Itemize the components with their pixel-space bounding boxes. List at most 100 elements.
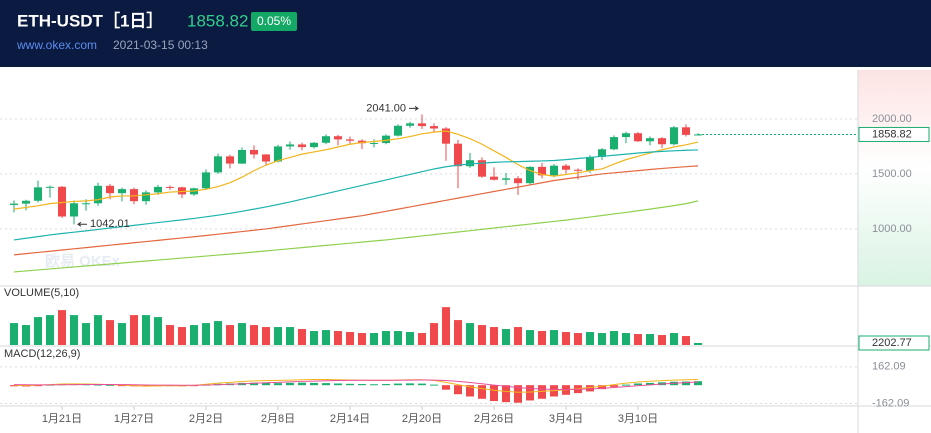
candle-body: [10, 203, 18, 205]
candle-body: [466, 160, 474, 167]
candle-body: [94, 185, 102, 204]
macd-bar: [298, 382, 306, 386]
y-tick-label: 162.09: [872, 361, 906, 373]
candle-body: [226, 156, 234, 164]
volume-bar: [634, 334, 642, 345]
volume-bar: [598, 333, 606, 345]
volume-bar: [346, 332, 354, 345]
x-tick-label: 2月8日: [261, 413, 295, 425]
macd-bar: [526, 385, 534, 401]
candle-body: [586, 156, 594, 171]
candle-body: [526, 166, 534, 184]
macd-line: [13, 379, 699, 393]
macd-bar: [310, 382, 318, 386]
candle-body: [490, 176, 498, 180]
x-tick-label: 2月14日: [330, 413, 370, 425]
candle-body: [310, 142, 318, 148]
macd-bar: [514, 385, 522, 403]
candle-body: [142, 192, 150, 202]
candle-body: [286, 144, 294, 147]
y-tick-label: 1500.00: [872, 168, 912, 180]
candle-body: [214, 156, 222, 173]
volume-bar: [682, 336, 690, 345]
volume-bar: [10, 323, 18, 345]
macd-bar: [610, 385, 618, 387]
volume-bar: [118, 323, 126, 345]
macd-bar: [502, 385, 510, 403]
panel-title: VOLUME(5,10): [4, 287, 79, 299]
candle-body: [406, 123, 414, 126]
volume-bar: [94, 315, 102, 345]
site[interactable]: www.okex.com: [16, 38, 97, 52]
candle-body: [322, 136, 330, 143]
macd-bar: [442, 385, 450, 390]
title: ETH-USDT［1日］: [17, 10, 163, 30]
volume-bar: [586, 332, 594, 345]
volume-bar: [166, 325, 174, 345]
candle-body: [514, 178, 522, 184]
candle-body: [250, 149, 258, 155]
candle-body: [82, 203, 90, 205]
candle-body: [298, 144, 306, 148]
candle-body: [454, 143, 462, 167]
volume-bar: [142, 315, 150, 345]
macd-bar: [682, 381, 690, 386]
candle-body: [478, 160, 486, 177]
price-axis-bg: [858, 70, 931, 286]
macd-bar: [394, 383, 402, 386]
candle-body: [370, 143, 378, 145]
volume-bar: [574, 333, 582, 345]
macd-bar: [622, 384, 630, 386]
macd-bar: [274, 383, 282, 386]
macd-bar: [382, 384, 390, 386]
candle-body: [538, 166, 546, 176]
panel-title: MACD(12,26,9): [4, 348, 80, 360]
change: 0.05%: [257, 14, 291, 28]
y-tick-label: -162.09: [872, 397, 909, 409]
volume-bar: [286, 327, 294, 345]
volume-bar: [562, 332, 570, 345]
header-bg: [0, 0, 931, 67]
volume-bar: [178, 327, 186, 345]
x-tick-label: 3月10日: [618, 413, 658, 425]
candle-body: [634, 133, 642, 142]
volume-bar: [202, 323, 210, 345]
volume-bar: [550, 330, 558, 345]
volume-bar: [190, 325, 198, 345]
volume-bar: [418, 333, 426, 345]
candle-body: [106, 185, 114, 194]
macd-bar: [586, 385, 594, 392]
ma-line: [13, 149, 699, 241]
volume-bar: [406, 332, 414, 345]
last-price: 1858.82: [872, 128, 912, 140]
candle-body: [442, 128, 450, 144]
volume-bar: [310, 331, 318, 345]
volume-bar: [334, 331, 342, 345]
volume-bar: [502, 329, 510, 345]
low-arrow: [77, 221, 87, 227]
candle-body: [682, 127, 690, 135]
candle-body: [46, 186, 54, 188]
candle-body: [154, 186, 162, 193]
x-tick-label: 1月27日: [114, 413, 154, 425]
candle-body: [574, 169, 582, 171]
volume-bar: [622, 333, 630, 345]
volume-bar: [490, 327, 498, 345]
macd-bar: [634, 383, 642, 386]
candle-body: [262, 154, 270, 162]
volume-bar: [106, 320, 114, 345]
candle-body: [166, 186, 174, 188]
watermark: 欧易 OKEx: [45, 252, 121, 270]
macd-bar: [490, 385, 498, 402]
volume-bar: [58, 310, 66, 345]
volume-bar: [274, 327, 282, 345]
candle-body: [22, 200, 30, 204]
macd-bar: [646, 382, 654, 386]
volume-bar: [130, 315, 138, 345]
candle-body: [346, 139, 354, 141]
candle-body: [622, 133, 630, 138]
last-price-box: [858, 126, 930, 142]
volume-last: 2202.77: [872, 337, 912, 349]
